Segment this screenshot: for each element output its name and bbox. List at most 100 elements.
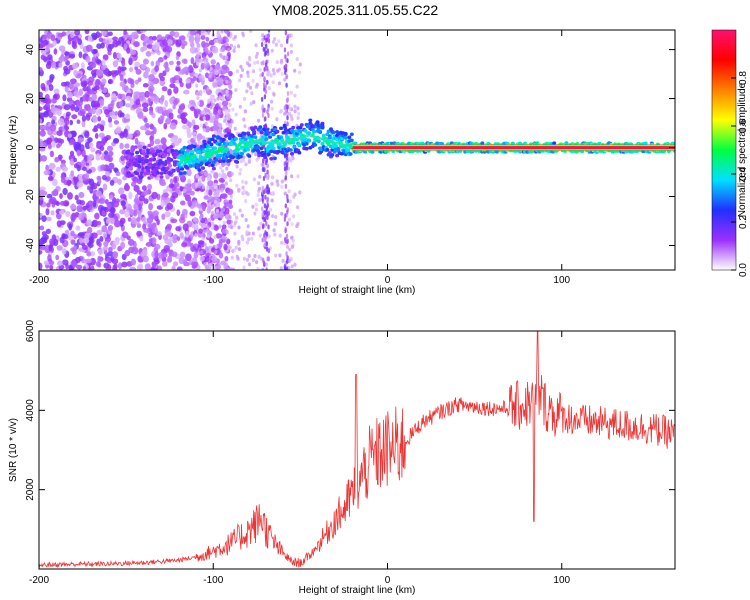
heatmap-blob [62, 187, 68, 196]
heatmap-blob [267, 187, 271, 193]
heatmap-blob [78, 51, 83, 59]
heatmap-blob [219, 165, 223, 170]
heatmap-blob [275, 179, 279, 184]
heatmap-blob [132, 132, 138, 138]
heatmap-blob [304, 146, 309, 151]
heatmap-blob [76, 149, 81, 157]
heatmap-blob [82, 205, 88, 211]
heatmap-blob [285, 170, 288, 175]
heatmap-blob [289, 158, 293, 163]
heatmap-blob [185, 81, 192, 89]
heatmap-blob [263, 66, 266, 72]
heatmap-blob [151, 35, 158, 41]
heatmap-blob [79, 237, 84, 244]
heatmap-blob [298, 70, 302, 75]
heatmap-blob [232, 48, 236, 53]
heatmap-blob [68, 223, 73, 231]
heatmap-blob [185, 78, 191, 84]
heatmap-blob [166, 148, 171, 153]
heatmap-blob [206, 225, 210, 230]
heatmap-blob [142, 58, 149, 65]
heatmap-blob [251, 69, 256, 74]
heatmap-blob [197, 147, 202, 152]
heatmap-blob [284, 30, 288, 36]
heatmap-blob [105, 218, 111, 224]
heatmap-blob [281, 130, 286, 135]
heatmap-blob [188, 35, 195, 43]
heatmap-blob [107, 250, 114, 257]
heatmap-blob [253, 135, 258, 139]
x-tick-label: 100 [553, 275, 570, 286]
heatmap-blob [240, 68, 245, 72]
heatmap-blob [53, 238, 59, 247]
heatmap-blob [264, 83, 267, 89]
heatmap-blob [249, 134, 254, 138]
heatmap-blob [270, 181, 274, 186]
heatmap-blob [88, 242, 94, 248]
heatmap-blob [63, 68, 71, 75]
colorbar-label: Normalized spectral amplitude [737, 82, 748, 217]
heatmap-blob [263, 94, 267, 100]
heatmap-blob [233, 126, 237, 131]
heatmap-blob [288, 106, 292, 111]
heatmap-blob [162, 192, 170, 198]
heatmap-blob [197, 240, 205, 245]
heatmap-blob [207, 195, 214, 204]
heatmap-blob [235, 254, 239, 259]
heatmap-blob [198, 176, 202, 181]
heatmap-blob [138, 203, 142, 211]
y-tick-label: 40 [25, 44, 36, 56]
heatmap-blob [193, 124, 200, 130]
heatmap-blob [86, 219, 93, 227]
heatmap-blob [280, 211, 284, 216]
heatmap-blob [82, 244, 88, 250]
heatmap-blob [141, 102, 149, 109]
heatmap-blob [125, 95, 132, 101]
heatmap-blob [246, 74, 250, 78]
snr-x-ticks: -200 -100 0 100 [29, 331, 571, 586]
heatmap-blob [76, 205, 83, 213]
heatmap-blob [266, 202, 269, 208]
heatmap-blob [161, 39, 169, 46]
colorbar-tick-label: 0.6 [738, 119, 749, 133]
heatmap-blob [167, 108, 173, 114]
heatmap-blob [89, 142, 94, 149]
heatmap-blob [195, 219, 199, 224]
heatmap-blob [163, 55, 168, 60]
heatmap-blob [208, 39, 215, 46]
heatmap-blob [134, 193, 139, 202]
heatmap-blob [77, 110, 85, 116]
heatmap-blob [266, 214, 269, 220]
heatmap-blob [139, 94, 144, 102]
heatmap-blob [172, 238, 178, 244]
heatmap-blob [228, 199, 233, 205]
heatmap-blob [272, 159, 276, 164]
heatmap-blob [258, 233, 262, 238]
heatmap-blob [49, 238, 54, 246]
heatmap-blob [225, 61, 229, 66]
heatmap-blob [128, 133, 133, 140]
heatmap-blob [207, 180, 214, 187]
heatmap-blob [90, 62, 97, 69]
heatmap-blob [203, 61, 210, 69]
heatmap-blob [129, 266, 137, 270]
heatmap-blob [70, 78, 77, 85]
heatmap-blob [182, 171, 187, 175]
heatmap-blob [286, 121, 289, 127]
heatmap-blob [39, 118, 43, 124]
heatmap-blob [187, 121, 192, 129]
heatmap-blob [200, 30, 205, 36]
heatmap-blob [197, 184, 201, 189]
heatmap-blob [161, 213, 166, 220]
heatmap-blob [104, 171, 111, 177]
heatmap-blob [246, 82, 250, 86]
heatmap-blob [271, 68, 275, 72]
x-tick-label: -100 [203, 575, 223, 586]
heatmap-blob [227, 136, 232, 141]
heatmap-blob [152, 95, 160, 102]
heatmap-blob [77, 137, 84, 143]
heatmap-blob [245, 257, 250, 262]
heatmap-blob [287, 217, 291, 222]
heatmap-blob [285, 244, 289, 249]
heatmap-blob [238, 208, 242, 213]
